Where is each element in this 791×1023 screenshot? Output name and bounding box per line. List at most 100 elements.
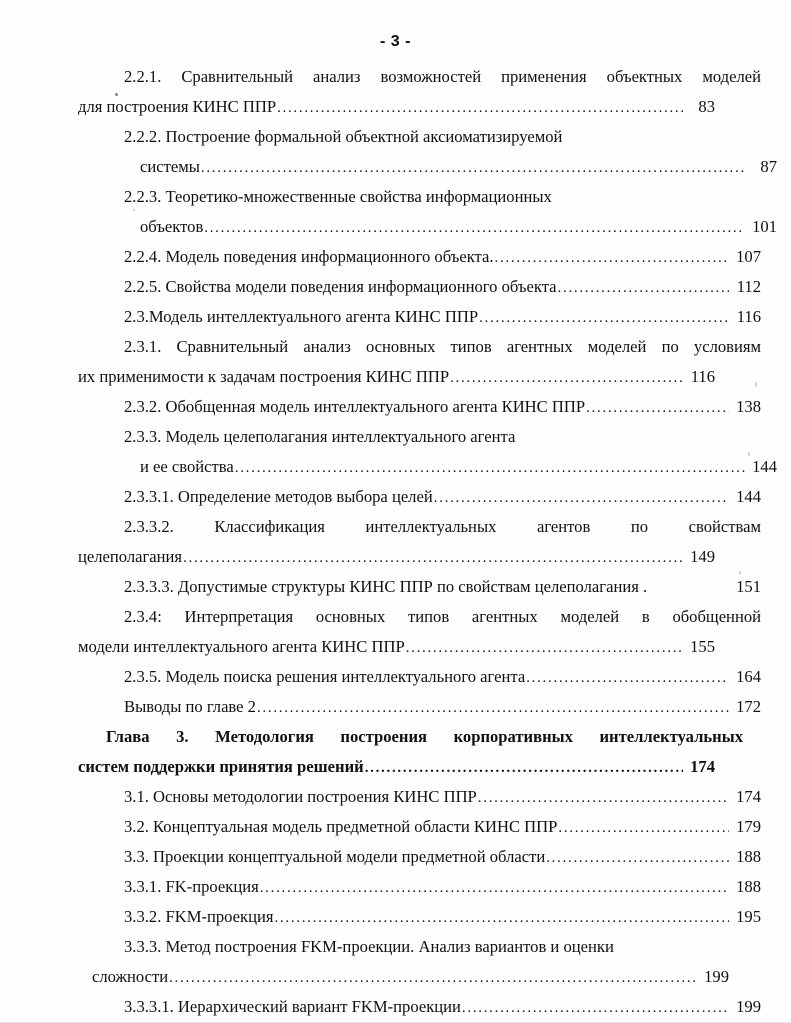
toc-dot-leader xyxy=(201,153,745,183)
toc-entry[interactable]: 3.3.3. Метод построения FKM-проекции. Ан… xyxy=(78,932,729,992)
toc-entry[interactable]: 2.3.Модель интеллектуального агента КИНС… xyxy=(78,302,761,332)
toc-page-number: 199 xyxy=(736,997,761,1016)
toc-entry[interactable]: 3.3. Проекции концептуальной модели пред… xyxy=(78,842,761,872)
toc-entry-line: и ее свойства 144 xyxy=(78,452,777,482)
toc-page-number: 172 xyxy=(736,697,761,716)
toc-dot-leader xyxy=(546,843,729,873)
toc-entry-text: объектов xyxy=(140,217,204,236)
toc-entry[interactable]: 3.3.2. FKM-проекция 195 xyxy=(78,902,761,932)
toc-entry-text: Выводы по главе 2 xyxy=(124,697,256,716)
toc-entry-text: 3.3.3. Метод построения FKM-проекции. Ан… xyxy=(124,937,614,956)
toc-entry-text: 2.3.Модель интеллектуального агента КИНС… xyxy=(124,307,479,326)
toc-entry-line: Выводы по главе 2 172 xyxy=(78,692,761,722)
toc-entry-text: 3.3. Проекции концептуальной модели пред… xyxy=(124,847,546,866)
toc-entry-line: 3.3.1. FK-проекция 188 xyxy=(78,872,761,902)
toc-page-number: 116 xyxy=(736,307,761,326)
toc-page-number: 155 xyxy=(690,637,715,656)
toc-entry-text: 3.2. Концептуальная модель предметной об… xyxy=(124,817,558,836)
toc-entry[interactable]: 2.3.3.3. Допустимые структуры КИНС ППР п… xyxy=(78,572,761,602)
toc-entry[interactable]: Глава 3. Методология построения корпорат… xyxy=(78,722,743,782)
toc-entry[interactable]: 2.2.1. Сравнительный анализ возможностей… xyxy=(78,62,761,122)
toc-entry-line: Глава 3. Методология построения корпорат… xyxy=(78,722,743,752)
toc-entry[interactable]: 2.3.4: Интерпретация основных типов аген… xyxy=(78,602,761,662)
toc-entry-text: 2.3.2. Обобщенная модель интеллектуально… xyxy=(124,397,586,416)
toc-entry[interactable]: 2.3.2. Обобщенная модель интеллектуально… xyxy=(78,392,761,422)
toc-entry-text: 3.3.1. FK-проекция xyxy=(124,877,259,896)
toc-entry[interactable]: 3.3.1. FK-проекция 188 xyxy=(78,872,761,902)
toc-dot-leader xyxy=(495,243,729,273)
toc-page-number: 107 xyxy=(736,247,761,266)
toc-dot-leader xyxy=(169,963,697,993)
toc-entry-line: 2.2.2. Построение формальной объектной а… xyxy=(78,122,761,152)
toc-entry[interactable]: 2.3.1. Сравнительный анализ основных тип… xyxy=(78,332,761,392)
toc-page-number: 188 xyxy=(736,877,761,896)
toc-entry-line: их применимости к задачам построения КИН… xyxy=(78,362,715,392)
toc-page-number: 112 xyxy=(736,277,761,296)
toc-entry-line: 3.3.3.1. Иерархический вариант FKM-проек… xyxy=(78,992,761,1022)
toc-dot-leader xyxy=(479,303,729,333)
toc-entry-line: 2.3.3. Модель целеполагания интеллектуал… xyxy=(78,422,761,452)
toc-entry[interactable]: 3.1. Основы методологии построения КИНС … xyxy=(78,782,761,812)
toc-entry[interactable]: Выводы по главе 2 172 xyxy=(78,692,761,722)
toc-dot-leader xyxy=(257,693,729,723)
toc-dot-leader xyxy=(558,813,729,843)
toc-entry-line: целеполагания 149 xyxy=(78,542,715,572)
toc-page-number: 174 xyxy=(690,757,715,776)
toc-dot-leader xyxy=(478,783,729,813)
toc-page-number: 144 xyxy=(736,487,761,506)
toc-entry[interactable]: 3.3.3.1. Иерархический вариант FKM-проек… xyxy=(78,992,761,1022)
toc-entry[interactable]: 2.3.3.2. Классификация интеллектуальных … xyxy=(78,512,761,572)
toc-entry-line: модели интеллектуального агента КИНС ППР… xyxy=(78,632,715,662)
toc-page-number: 144 xyxy=(752,457,777,476)
toc-entry[interactable]: 2.3.3. Модель целеполагания интеллектуал… xyxy=(78,422,777,482)
toc-entry-line: 3.3.3. Метод построения FKM-проекции. Ан… xyxy=(78,932,761,962)
toc-entry-line: 3.3. Проекции концептуальной модели пред… xyxy=(78,842,761,872)
toc-entry-text: 2.3.1. Сравнительный анализ основных тип… xyxy=(124,337,761,356)
toc-entry-line: 3.3.2. FKM-проекция 195 xyxy=(78,902,761,932)
toc-entry[interactable]: 2.2.2. Построение формальной объектной а… xyxy=(78,122,777,182)
toc-page-number: 149 xyxy=(690,547,715,566)
toc-entry-line: систем поддержки принятия решений 174 xyxy=(78,752,715,782)
toc-dot-leader xyxy=(450,363,683,393)
toc-dot-leader xyxy=(462,993,729,1023)
toc-page-number: 87 xyxy=(760,157,777,176)
toc-entry-text: целеполагания xyxy=(78,547,183,566)
toc-page-number: 174 xyxy=(736,787,761,806)
toc-entry-line: 2.3.2. Обобщенная модель интеллектуально… xyxy=(78,392,761,422)
toc-entry-text: сложности xyxy=(92,967,169,986)
toc-entry-text: 2.2.3. Теоретико-множественные свойства … xyxy=(124,187,552,206)
toc-entry-text: системы xyxy=(140,157,200,176)
toc-entry-line: 2.3.3.3. Допустимые структуры КИНС ППР п… xyxy=(78,572,761,602)
toc-entry-text: 2.3.5. Модель поиска решения интеллектуа… xyxy=(124,667,526,686)
toc-entry-line: 2.3.5. Модель поиска решения интеллектуа… xyxy=(78,662,761,692)
toc-entry-text: для построения КИНС ППР xyxy=(78,97,277,116)
toc-entry[interactable]: 2.3.5. Модель поиска решения интеллектуа… xyxy=(78,662,761,692)
toc-entry[interactable]: 2.3.3.1. Определение методов выбора целе… xyxy=(78,482,761,512)
toc-entry[interactable]: 2.2.4. Модель поведения информационного … xyxy=(78,242,761,272)
toc-entry-text: 3.1. Основы методологии построения КИНС … xyxy=(124,787,477,806)
toc-entry-text: 2.2.1. Сравнительный анализ возможностей… xyxy=(124,67,761,86)
toc-entry-line: 2.2.4. Модель поведения информационного … xyxy=(78,242,761,272)
toc-entry-text: 2.3.3.1. Определение методов выбора целе… xyxy=(124,487,433,506)
toc-page-number: 116 xyxy=(690,367,715,386)
toc-entry-text: модели интеллектуального агента КИНС ППР xyxy=(78,637,405,656)
toc-entry-line: системы 87 xyxy=(78,152,777,182)
toc-dot-leader xyxy=(183,543,683,573)
toc-dot-leader xyxy=(274,903,729,933)
toc-entry[interactable]: 2.2.3. Теоретико-множественные свойства … xyxy=(78,182,777,242)
toc-entry-line: сложности 199 xyxy=(78,962,729,992)
toc-entry[interactable]: 3.2. Концептуальная модель предметной об… xyxy=(78,812,761,842)
toc-entry[interactable]: 2.2.5. Свойства модели поведения информа… xyxy=(78,272,761,302)
toc-entry-text: 2.3.3.2. Классификация интеллектуальных … xyxy=(124,517,761,536)
toc-entry-text: 3.3.2. FKM-проекция xyxy=(124,907,274,926)
page-folio-number: - 3 - xyxy=(380,33,411,50)
toc-entry-text: и ее свойства xyxy=(140,457,234,476)
toc-entry-line: объектов 101 xyxy=(78,212,777,242)
toc-dot-leader xyxy=(204,213,745,243)
toc-dot-leader xyxy=(526,663,729,693)
toc-page-number: 164 xyxy=(736,667,761,686)
toc-entry-text: 3.3.3.1. Иерархический вариант FKM-проек… xyxy=(124,997,461,1016)
toc-dot-leader xyxy=(406,633,683,663)
toc-entry-line: 2.2.1. Сравнительный анализ возможностей… xyxy=(78,62,761,92)
toc-entry-text: 2.2.4. Модель поведения информационного … xyxy=(124,247,494,266)
